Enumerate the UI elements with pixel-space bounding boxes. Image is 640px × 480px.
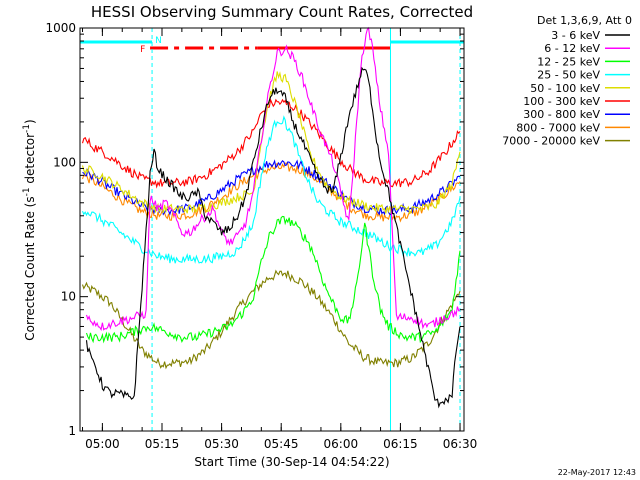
observing-flags: FN: [79, 28, 464, 431]
series-line-100-300-kev: [81, 97, 461, 189]
legend-label: 25 - 50 keV: [537, 69, 600, 82]
x-tick-label: 05:30: [204, 437, 239, 451]
legend-label: 7000 - 20000 keV: [502, 135, 600, 148]
y-tick-label: 100: [53, 155, 76, 169]
series-line-6-12-kev: [85, 26, 461, 332]
series-line-300-800-kev: [82, 159, 461, 216]
x-tick-label: 05:45: [264, 437, 299, 451]
legend-label: 300 - 800 keV: [523, 108, 600, 121]
series-line-3-6-kev: [85, 66, 461, 409]
y-axis: 1 10 100 1000: [45, 21, 464, 438]
x-axis: 05:00 05:15 05:30 05:45 06:00 06:15 06:30: [82, 28, 478, 451]
x-tick-label: 06:00: [324, 437, 359, 451]
legend-label: 6 - 12 keV: [544, 42, 600, 55]
y-axis-label-sup1: -1: [22, 187, 32, 196]
legend-label: 3 - 6 keV: [551, 29, 600, 42]
y-axis-label: Corrected Count Rate (s-1 detector-1): [22, 119, 37, 340]
x-tick-label: 05:15: [145, 437, 180, 451]
chart-title: HESSI Observing Summary Count Rates, Cor…: [91, 3, 473, 21]
x-axis-label: Start Time (30-Sep-14 04:54:22): [194, 455, 389, 469]
series-line-50-100-kev: [81, 71, 461, 215]
plot-frame: [79, 27, 465, 432]
series-line-7000-20000-kev: [81, 269, 461, 370]
y-tick-label: 1000: [45, 21, 76, 35]
legend-label: 12 - 25 keV: [537, 55, 600, 68]
y-axis-label-end: ): [23, 119, 37, 124]
series-line-800-7000-kev: [81, 162, 461, 223]
series-layer: [81, 26, 461, 409]
x-tick-label: 06:30: [443, 437, 478, 451]
y-tick-label: 10: [61, 290, 76, 304]
series-line-25-50-kev: [81, 115, 461, 264]
legend-label: 50 - 100 keV: [530, 82, 600, 95]
y-tick-label: 1: [68, 424, 76, 438]
y-axis-label-sup2: -1: [22, 124, 32, 133]
date-stamp: 22-May-2017 12:43: [558, 468, 636, 477]
night-flag-label: N: [155, 36, 162, 46]
x-tick-label: 06:15: [383, 437, 418, 451]
y-axis-label-main: Corrected Count Rate (s: [23, 196, 37, 340]
flare-flag-label: F: [140, 45, 145, 55]
legend-label: 800 - 7000 keV: [516, 121, 600, 134]
y-axis-label-mid: detector: [23, 133, 37, 188]
legend-label: 100 - 300 keV: [523, 95, 600, 108]
legend-header: Det 1,3,6,9, Att 0: [537, 14, 632, 27]
series-line-12-25-kev: [85, 215, 461, 344]
x-tick-label: 05:00: [85, 437, 120, 451]
